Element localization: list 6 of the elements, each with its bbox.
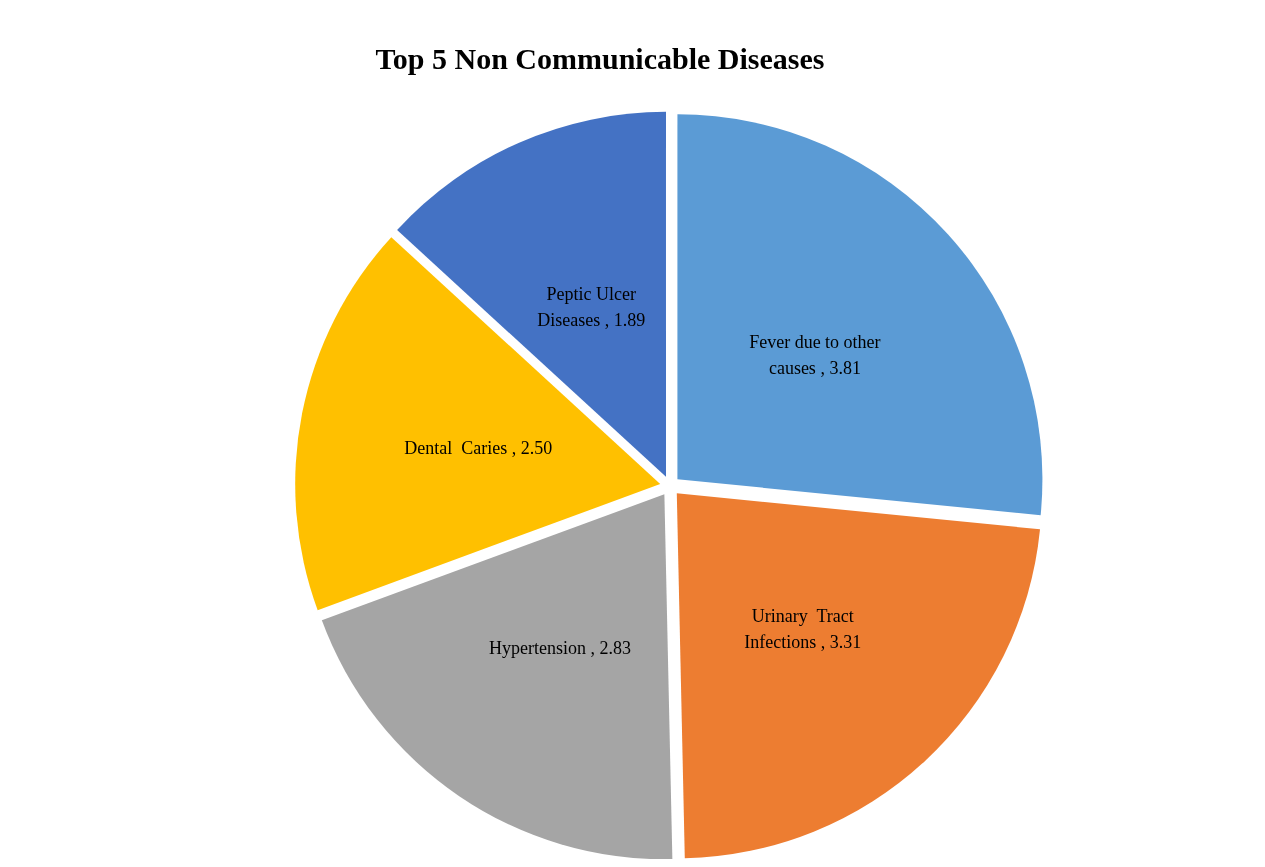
slice-label: Fever due to other causes , 3.81 [749, 331, 881, 378]
chart-title: Top 5 Non Communicable Diseases [375, 41, 825, 75]
slice-label: Hypertension , 2.83 [488, 637, 631, 658]
slice-label: Dental Caries , 2.50 [404, 438, 553, 459]
slice-label: Peptic Ulcer Diseases , 1.89 [537, 284, 646, 331]
slice-label: Urinary Tract Infections , 3.31 [744, 606, 862, 653]
